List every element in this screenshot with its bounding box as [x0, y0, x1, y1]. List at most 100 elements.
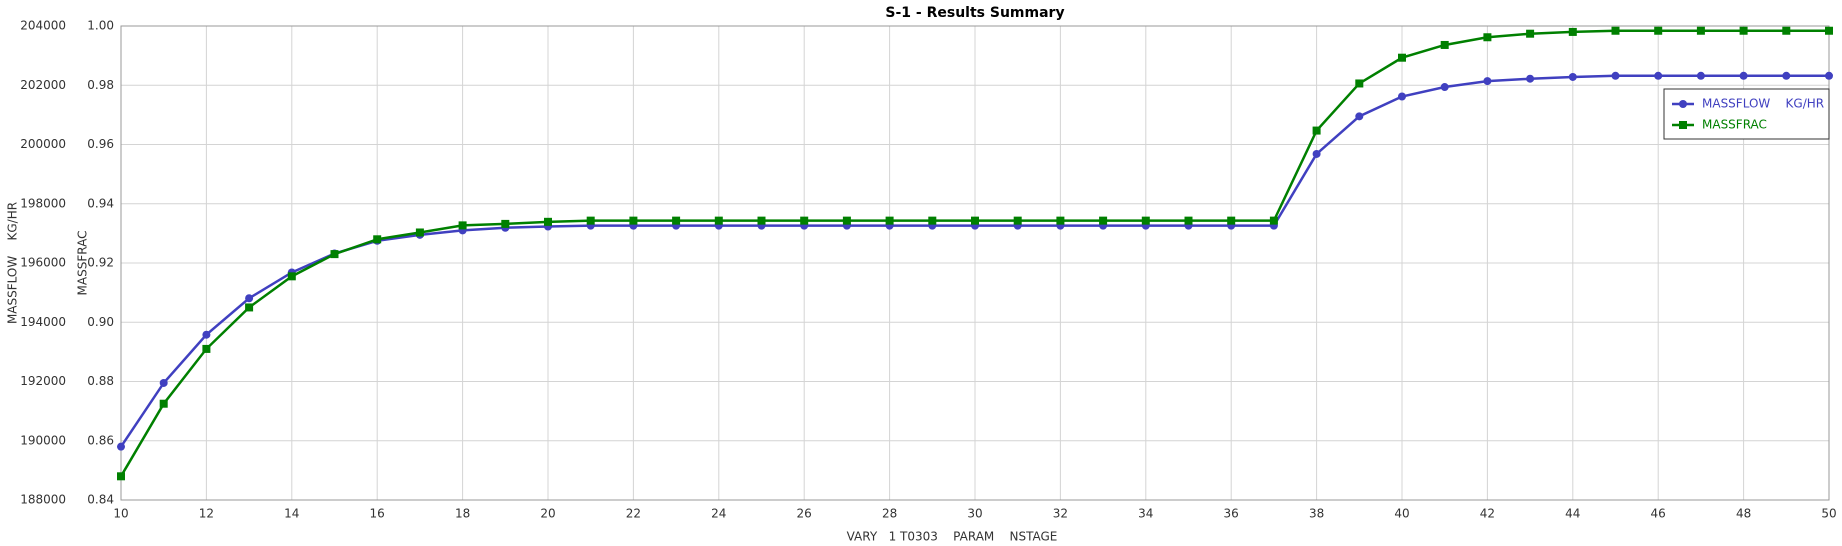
marker: [159, 378, 168, 387]
x-tick-label: 22: [626, 507, 641, 521]
marker: [544, 217, 552, 226]
y-axis-label: MASSFLOW KG/HR: [6, 202, 20, 324]
y-tick-label: 192000: [20, 374, 66, 388]
x-tick-label: 38: [1309, 507, 1324, 521]
legend-label: MASSFLOW KG/HR: [1702, 97, 1824, 111]
marker: [1312, 126, 1321, 135]
x-tick-label: 48: [1736, 507, 1751, 521]
marker: [1398, 92, 1406, 101]
y-tick-label: 190000: [20, 433, 66, 447]
x-tick-label: 26: [797, 507, 812, 521]
marker: [757, 216, 766, 225]
marker: [245, 294, 254, 303]
y2-tick-label: 1.00: [87, 19, 114, 33]
marker: [501, 219, 510, 228]
marker: [159, 399, 168, 408]
y2-tick-label: 0.94: [87, 196, 114, 210]
y2-tick-label: 0.90: [87, 315, 114, 329]
marker: [1679, 100, 1687, 108]
x-tick-label: 10: [113, 507, 128, 521]
marker: [1696, 26, 1705, 35]
legend-box: [1663, 88, 1830, 140]
marker: [800, 216, 809, 225]
marker: [1312, 149, 1321, 158]
y2-tick-label: 0.92: [87, 256, 114, 270]
marker: [1782, 26, 1791, 35]
y2-tick-label: 0.98: [87, 78, 114, 92]
marker: [1696, 71, 1705, 80]
marker: [117, 442, 125, 451]
y-tick-label: 200000: [20, 137, 66, 151]
x-tick-label: 42: [1480, 507, 1495, 521]
marker: [458, 221, 467, 230]
marker: [202, 330, 211, 339]
x-tick-label: 12: [199, 507, 214, 521]
marker: [1568, 27, 1577, 36]
marker: [330, 250, 339, 259]
legend-label: MASSFRAC: [1702, 118, 1767, 132]
marker: [1099, 216, 1108, 225]
marker: [1526, 74, 1535, 83]
y-tick-label: 202000: [20, 78, 66, 92]
marker: [1654, 71, 1663, 80]
y2-tick-label: 0.96: [87, 137, 114, 151]
x-tick-label: 20: [540, 507, 555, 521]
y-tick-label: 196000: [20, 256, 66, 270]
x-tick-label: 30: [967, 507, 982, 521]
marker: [373, 235, 382, 244]
marker: [1013, 216, 1022, 225]
x-tick-label: 14: [284, 507, 299, 521]
marker: [1679, 121, 1687, 129]
x-tick-label: 32: [1053, 507, 1068, 521]
x-tick-label: 34: [1138, 507, 1153, 521]
marker: [1526, 29, 1535, 38]
marker: [1483, 77, 1492, 86]
marker: [629, 216, 638, 225]
marker: [672, 216, 681, 225]
marker: [1825, 26, 1833, 35]
x-tick-label: 46: [1651, 507, 1666, 521]
x-tick-label: 36: [1224, 507, 1239, 521]
marker: [971, 216, 979, 225]
y2-axis-label: MASSFRAC: [76, 231, 90, 296]
marker: [1654, 26, 1663, 35]
y2-tick-label: 0.84: [87, 493, 114, 507]
marker: [1141, 216, 1150, 225]
marker: [1398, 53, 1406, 62]
marker: [245, 303, 254, 312]
marker: [1355, 112, 1364, 121]
marker: [842, 216, 851, 225]
marker: [1440, 40, 1449, 49]
x-tick-label: 44: [1565, 507, 1580, 521]
x-tick-label: 18: [455, 507, 470, 521]
marker: [287, 272, 296, 281]
y-tick-label: 188000: [20, 493, 66, 507]
marker: [1056, 216, 1065, 225]
x-tick-label: 28: [882, 507, 897, 521]
legend: MASSFLOW KG/HR MASSFRAC: [1663, 88, 1830, 140]
y2-tick-label: 0.88: [87, 374, 114, 388]
marker: [202, 344, 211, 353]
marker: [1355, 79, 1364, 88]
marker: [586, 216, 595, 225]
plot-frame: [120, 25, 1830, 501]
chart-title: S-1 - Results Summary: [885, 5, 1064, 21]
x-axis-label: VARY 1 T0303 PARAM NSTAGE: [847, 530, 1058, 544]
y-tick-label: 198000: [20, 196, 66, 210]
marker: [1269, 216, 1278, 225]
marker: [1568, 72, 1577, 81]
marker: [1440, 83, 1449, 92]
y-tick-label: 204000: [20, 19, 66, 33]
x-tick-label: 40: [1394, 507, 1409, 521]
y2-tick-label: 0.86: [87, 433, 114, 447]
marker: [1782, 71, 1791, 80]
marker: [1611, 71, 1620, 80]
marker: [885, 216, 894, 225]
marker: [415, 228, 424, 237]
x-tick-label: 24: [711, 507, 726, 521]
marker: [1825, 71, 1833, 80]
marker: [1227, 216, 1236, 225]
marker: [1739, 26, 1748, 35]
x-tick-label: 16: [370, 507, 385, 521]
